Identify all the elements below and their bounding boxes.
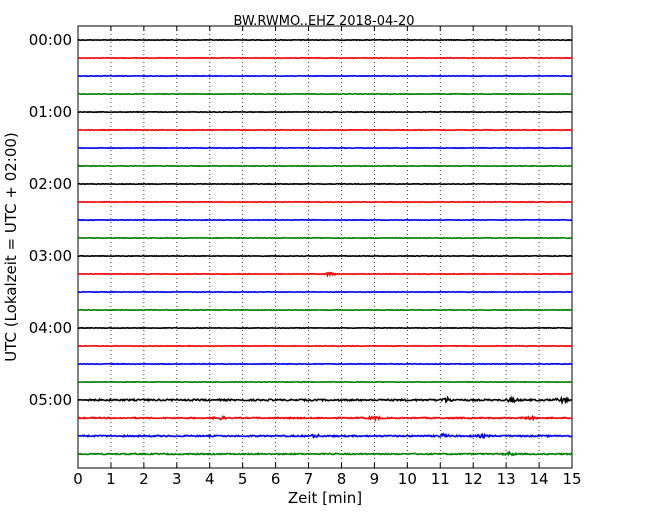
- x-tick-label: 9: [370, 470, 380, 488]
- y-tick-label: 01:00: [29, 103, 72, 121]
- traces: [77, 38, 573, 457]
- y-axis-ticks: 00:00 01:00 02:00 03:00 04:00 05:00: [29, 31, 572, 409]
- trace-0215: [77, 200, 573, 204]
- x-tick-label: 14: [530, 470, 549, 488]
- trace-0100: [77, 110, 573, 114]
- x-tick-label: 13: [497, 470, 516, 488]
- trace-0330: [77, 290, 573, 294]
- x-tick-label: 7: [304, 470, 314, 488]
- trace-0500: [77, 395, 573, 406]
- x-tick-label: 0: [73, 470, 83, 488]
- trace-0400: [77, 326, 573, 330]
- trace-0530: [77, 432, 573, 439]
- y-axis-label: UTC (Lokalzeit = UTC + 02:00): [2, 132, 20, 362]
- trace-0445: [77, 380, 573, 384]
- x-tick-label: 8: [337, 470, 347, 488]
- x-tick-label: 4: [205, 470, 215, 488]
- y-tick-label: 04:00: [29, 319, 72, 337]
- trace-0000: [77, 38, 573, 42]
- trace-0315: [77, 271, 573, 278]
- trace-0145: [77, 164, 573, 168]
- x-tick-label: 5: [238, 470, 248, 488]
- y-tick-label: 05:00: [29, 391, 72, 409]
- x-tick-label: 1: [106, 470, 116, 488]
- trace-0415: [77, 344, 573, 348]
- trace-0300: [77, 254, 573, 258]
- x-tick-label: 12: [464, 470, 483, 488]
- chart-title: BW.RWMO..EHZ 2018-04-20: [233, 14, 414, 29]
- y-tick-label: 02:00: [29, 175, 72, 193]
- trace-0030: [77, 74, 573, 78]
- trace-0515: [77, 414, 573, 423]
- trace-0430: [77, 362, 573, 366]
- trace-0115: [77, 128, 573, 132]
- x-tick-label: 15: [562, 470, 581, 488]
- trace-0045: [77, 92, 573, 96]
- x-axis-ticks: 0 1 2 3 4 5 6 7 8 9 10 11 12 13 14 15: [73, 26, 582, 488]
- trace-0345: [77, 308, 573, 312]
- x-tick-label: 10: [398, 470, 417, 488]
- trace-0245: [77, 236, 573, 240]
- trace-0015: [77, 56, 573, 60]
- x-tick-label: 6: [271, 470, 281, 488]
- x-axis-label: Zeit [min]: [288, 489, 362, 507]
- x-tick-label: 3: [172, 470, 182, 488]
- y-tick-label: 03:00: [29, 247, 72, 265]
- trace-0130: [77, 146, 573, 150]
- grid-lines: [110, 26, 540, 468]
- y-tick-label: 00:00: [29, 31, 72, 49]
- trace-0545: [77, 450, 573, 457]
- trace-0230: [77, 218, 573, 222]
- plot-frame: [77, 25, 573, 469]
- x-tick-label: 11: [431, 470, 450, 488]
- trace-0200: [77, 182, 573, 186]
- x-tick-label: 2: [139, 470, 149, 488]
